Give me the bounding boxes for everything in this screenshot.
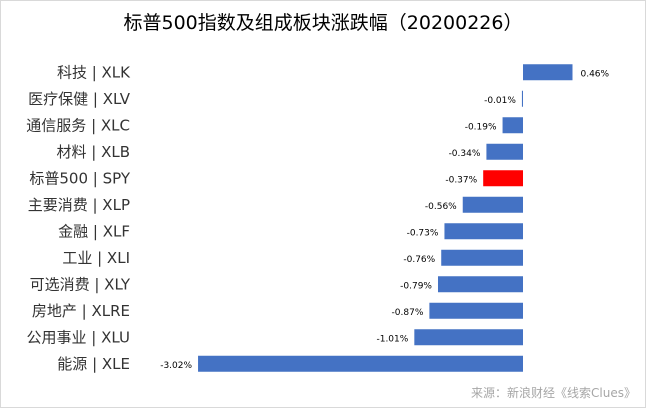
bar	[523, 64, 573, 81]
category-label: 金融 | XLF	[58, 222, 130, 240]
category-label: 能源 | XLE	[57, 355, 130, 373]
bar	[462, 196, 523, 213]
bar	[414, 329, 523, 346]
bar	[502, 117, 523, 134]
bar	[198, 355, 523, 372]
category-label: 公用事业 | XLU	[27, 328, 130, 346]
data-label: -0.37%	[445, 175, 477, 185]
bar	[437, 276, 523, 293]
source-note: 来源：新浪财经《线索Clues》	[471, 386, 636, 400]
data-label: -0.76%	[403, 255, 435, 265]
bar	[429, 302, 523, 319]
data-label: -0.73%	[407, 228, 439, 238]
data-label: -0.34%	[449, 149, 481, 159]
data-label: -0.56%	[425, 202, 457, 212]
bar	[521, 90, 523, 107]
bar	[486, 143, 523, 160]
bar	[483, 170, 523, 187]
category-label: 主要消费 | XLP	[28, 196, 130, 214]
category-label: 医疗保健 | XLV	[28, 90, 131, 108]
category-label: 通信服务 | XLC	[26, 116, 130, 134]
category-label: 科技 | XLK	[57, 63, 131, 81]
data-label: -0.19%	[465, 122, 497, 132]
data-label: -0.79%	[400, 281, 432, 291]
category-label: 可选消费 | XLY	[30, 275, 131, 293]
data-label: 0.46%	[580, 69, 609, 79]
category-label: 材料 | XLB	[56, 143, 130, 161]
chart-title: 标普500指数及组成板块涨跌幅（20200226）	[123, 12, 523, 34]
bar	[441, 249, 523, 266]
category-label: 标普500 | SPY	[29, 169, 130, 187]
data-label: -0.01%	[484, 96, 516, 106]
data-label: -0.87%	[392, 308, 424, 318]
data-label: -1.01%	[376, 334, 408, 344]
category-label: 房地产 | XLRE	[32, 302, 130, 320]
bar	[444, 223, 523, 240]
data-label: -3.02%	[160, 361, 192, 371]
category-label: 工业 | XLI	[62, 249, 130, 267]
